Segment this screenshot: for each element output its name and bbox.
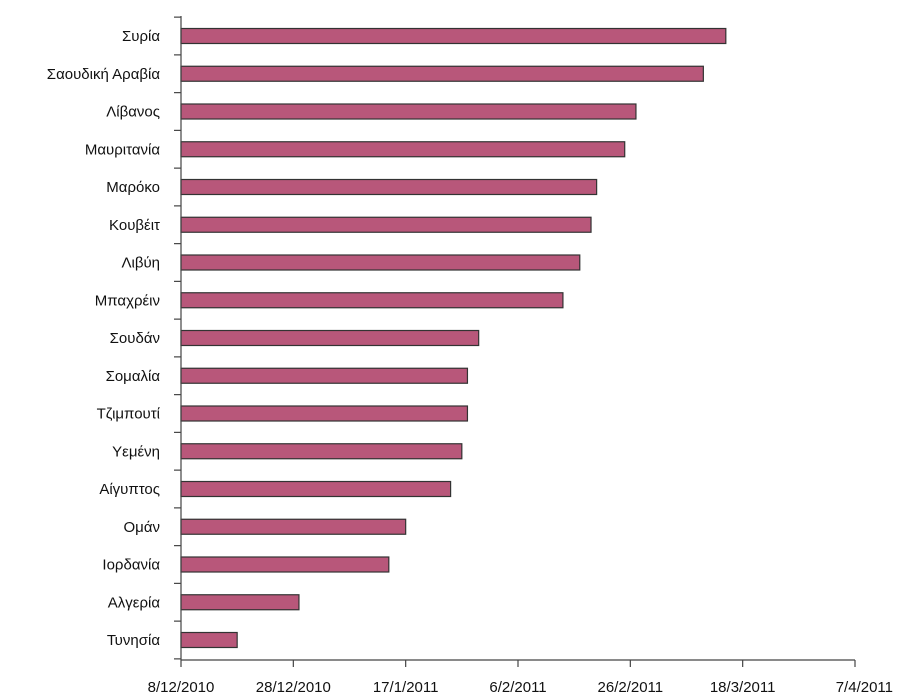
bar: [180, 518, 407, 535]
category-label: Σουδάν: [110, 330, 160, 347]
category-label: Υεμένη: [112, 443, 160, 460]
bars-layer: [180, 27, 727, 649]
x-tick-label: 28/12/2010: [256, 679, 331, 696]
bar: [180, 65, 704, 82]
bar: [180, 329, 480, 347]
bar: [180, 292, 564, 309]
category-label: Ιορδανία: [102, 557, 160, 574]
bar: [180, 103, 637, 120]
category-label: Σομαλία: [106, 368, 161, 385]
x-tick-label: 26/2/2011: [598, 679, 664, 696]
axes-layer: [174, 16, 856, 667]
x-tick-label: 17/1/2011: [373, 679, 439, 696]
x-tick-label: 7/4/2011: [836, 679, 893, 696]
bar: [180, 480, 452, 498]
category-label: Λιβύη: [121, 255, 160, 272]
x-tick-label: 6/2/2011: [489, 679, 546, 696]
x-tick-label: 18/3/2011: [710, 679, 776, 696]
bar: [180, 556, 390, 573]
x-tick-label: 8/12/2010: [148, 679, 215, 696]
category-label: Συρία: [122, 28, 160, 45]
bar: [180, 594, 300, 611]
bar: [180, 178, 598, 196]
category-label: Τυνησία: [107, 632, 161, 649]
bar: [180, 254, 581, 271]
labels-layer: Συρία Σαουδική Αραβία Λίβανος Μαυριτανία Μαρ…: [47, 28, 893, 696]
category-label: Αίγυπτος: [99, 481, 160, 498]
bar: [180, 216, 592, 233]
category-label: Μαρόκο: [106, 179, 160, 196]
category-label: Μπαχρέιν: [95, 292, 160, 309]
bar: [180, 27, 727, 45]
category-label: Κουβέιτ: [109, 217, 160, 234]
category-label: Σαουδική Αραβία: [47, 66, 161, 83]
category-label: Αλγερία: [108, 594, 161, 611]
category-label: Μαυριτανία: [85, 141, 160, 158]
bar: [180, 631, 238, 649]
category-label: Τζιμπουτί: [97, 406, 161, 423]
category-label: Λίβανος: [106, 104, 160, 121]
category-label: Ομάν: [124, 519, 160, 536]
bar: [180, 443, 463, 460]
bar: [180, 141, 626, 158]
bar: [180, 405, 469, 422]
bar: [180, 367, 469, 384]
